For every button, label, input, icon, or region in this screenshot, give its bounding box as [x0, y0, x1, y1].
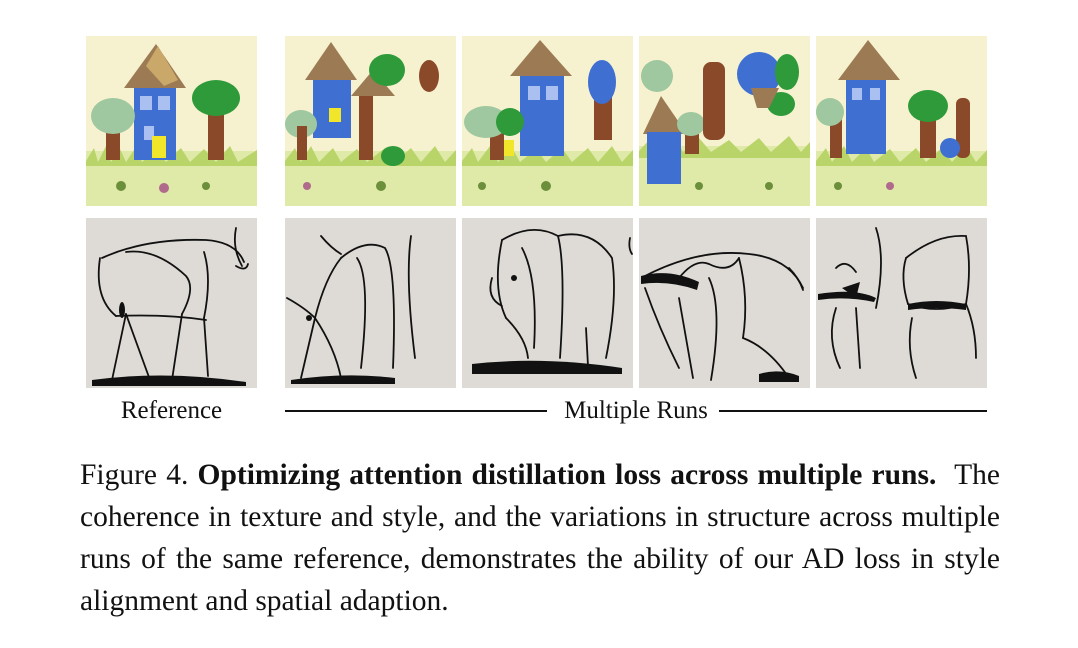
run-1-bull-sketch	[285, 218, 456, 388]
run-2-bull-sketch	[462, 218, 633, 388]
run-3-bull-sketch	[639, 218, 810, 388]
caption-title: Optimizing attention distillation loss a…	[197, 459, 937, 491]
reference-house-drawing	[86, 36, 257, 206]
run-2-house-drawing	[462, 36, 633, 206]
bracket-line-left	[285, 410, 547, 412]
reference-bull-sketch	[86, 218, 257, 388]
run-1-house-drawing	[285, 36, 456, 206]
run-4-house-drawing	[816, 36, 987, 206]
figure-caption: Figure 4. Optimizing attention distillat…	[80, 454, 1000, 622]
multiple-runs-label: Multiple Runs	[285, 396, 987, 426]
caption-prefix: Figure 4.	[80, 459, 189, 491]
multiple-runs-bracket: Multiple Runs	[285, 396, 987, 426]
caption-body: The coherence in texture and style, and …	[80, 459, 1001, 617]
bracket-line-right	[719, 410, 987, 412]
run-4-bull-sketch	[816, 218, 987, 388]
reference-label: Reference	[120, 397, 223, 424]
run-3-house-drawing	[639, 36, 810, 206]
